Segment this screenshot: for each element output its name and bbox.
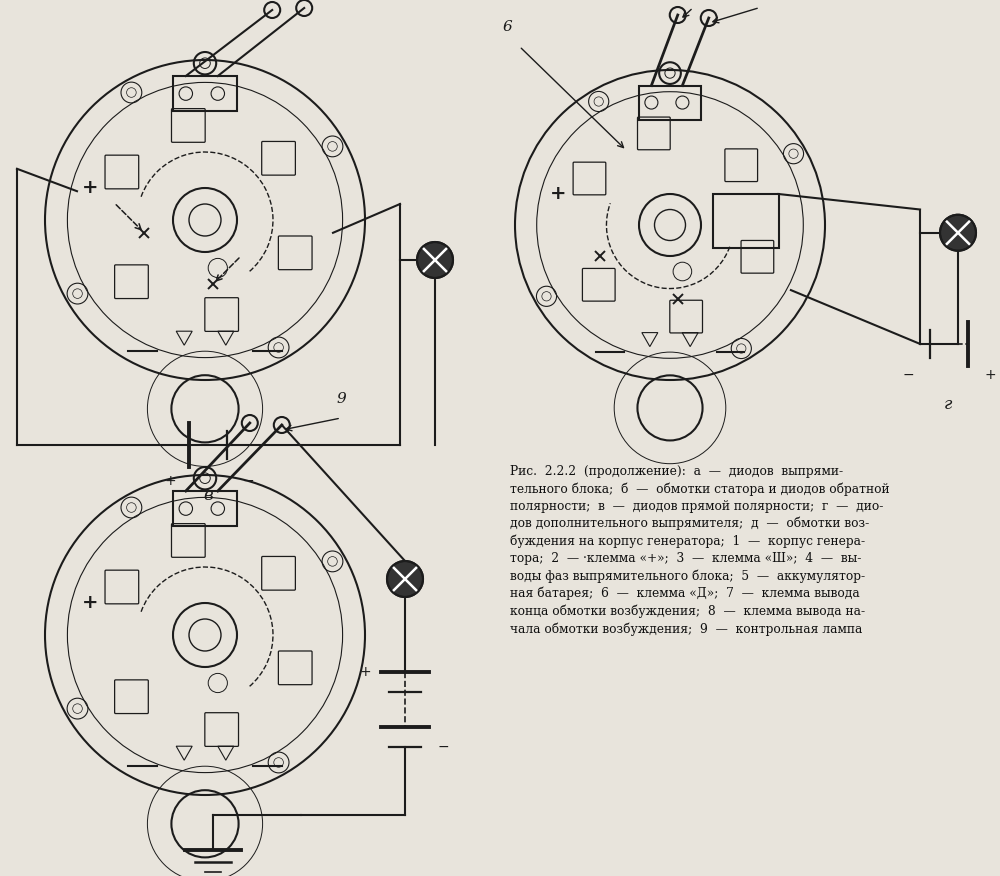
Text: г: г <box>944 396 952 413</box>
Text: в: в <box>204 487 213 504</box>
Text: +: + <box>82 179 98 197</box>
Circle shape <box>417 242 453 278</box>
Text: +: + <box>984 368 996 382</box>
Text: −: − <box>437 740 449 754</box>
Text: +: + <box>550 185 567 203</box>
Text: +: + <box>165 474 176 488</box>
Text: +: + <box>359 665 371 679</box>
Text: −: − <box>243 474 254 488</box>
Bar <box>173 491 237 526</box>
Bar <box>639 86 701 120</box>
Text: +: + <box>82 594 98 612</box>
Text: 6: 6 <box>502 20 512 34</box>
Text: −: − <box>902 368 914 382</box>
Circle shape <box>387 561 423 597</box>
Text: 9: 9 <box>336 392 346 406</box>
Bar <box>173 76 237 111</box>
Text: Рис.  2.2.2  (продолжение):  а  —  диодов  выпрями-
тельного блока;  б  —  обмот: Рис. 2.2.2 (продолжение): а — диодов вып… <box>510 465 890 636</box>
Circle shape <box>940 215 976 251</box>
Bar <box>713 194 778 248</box>
